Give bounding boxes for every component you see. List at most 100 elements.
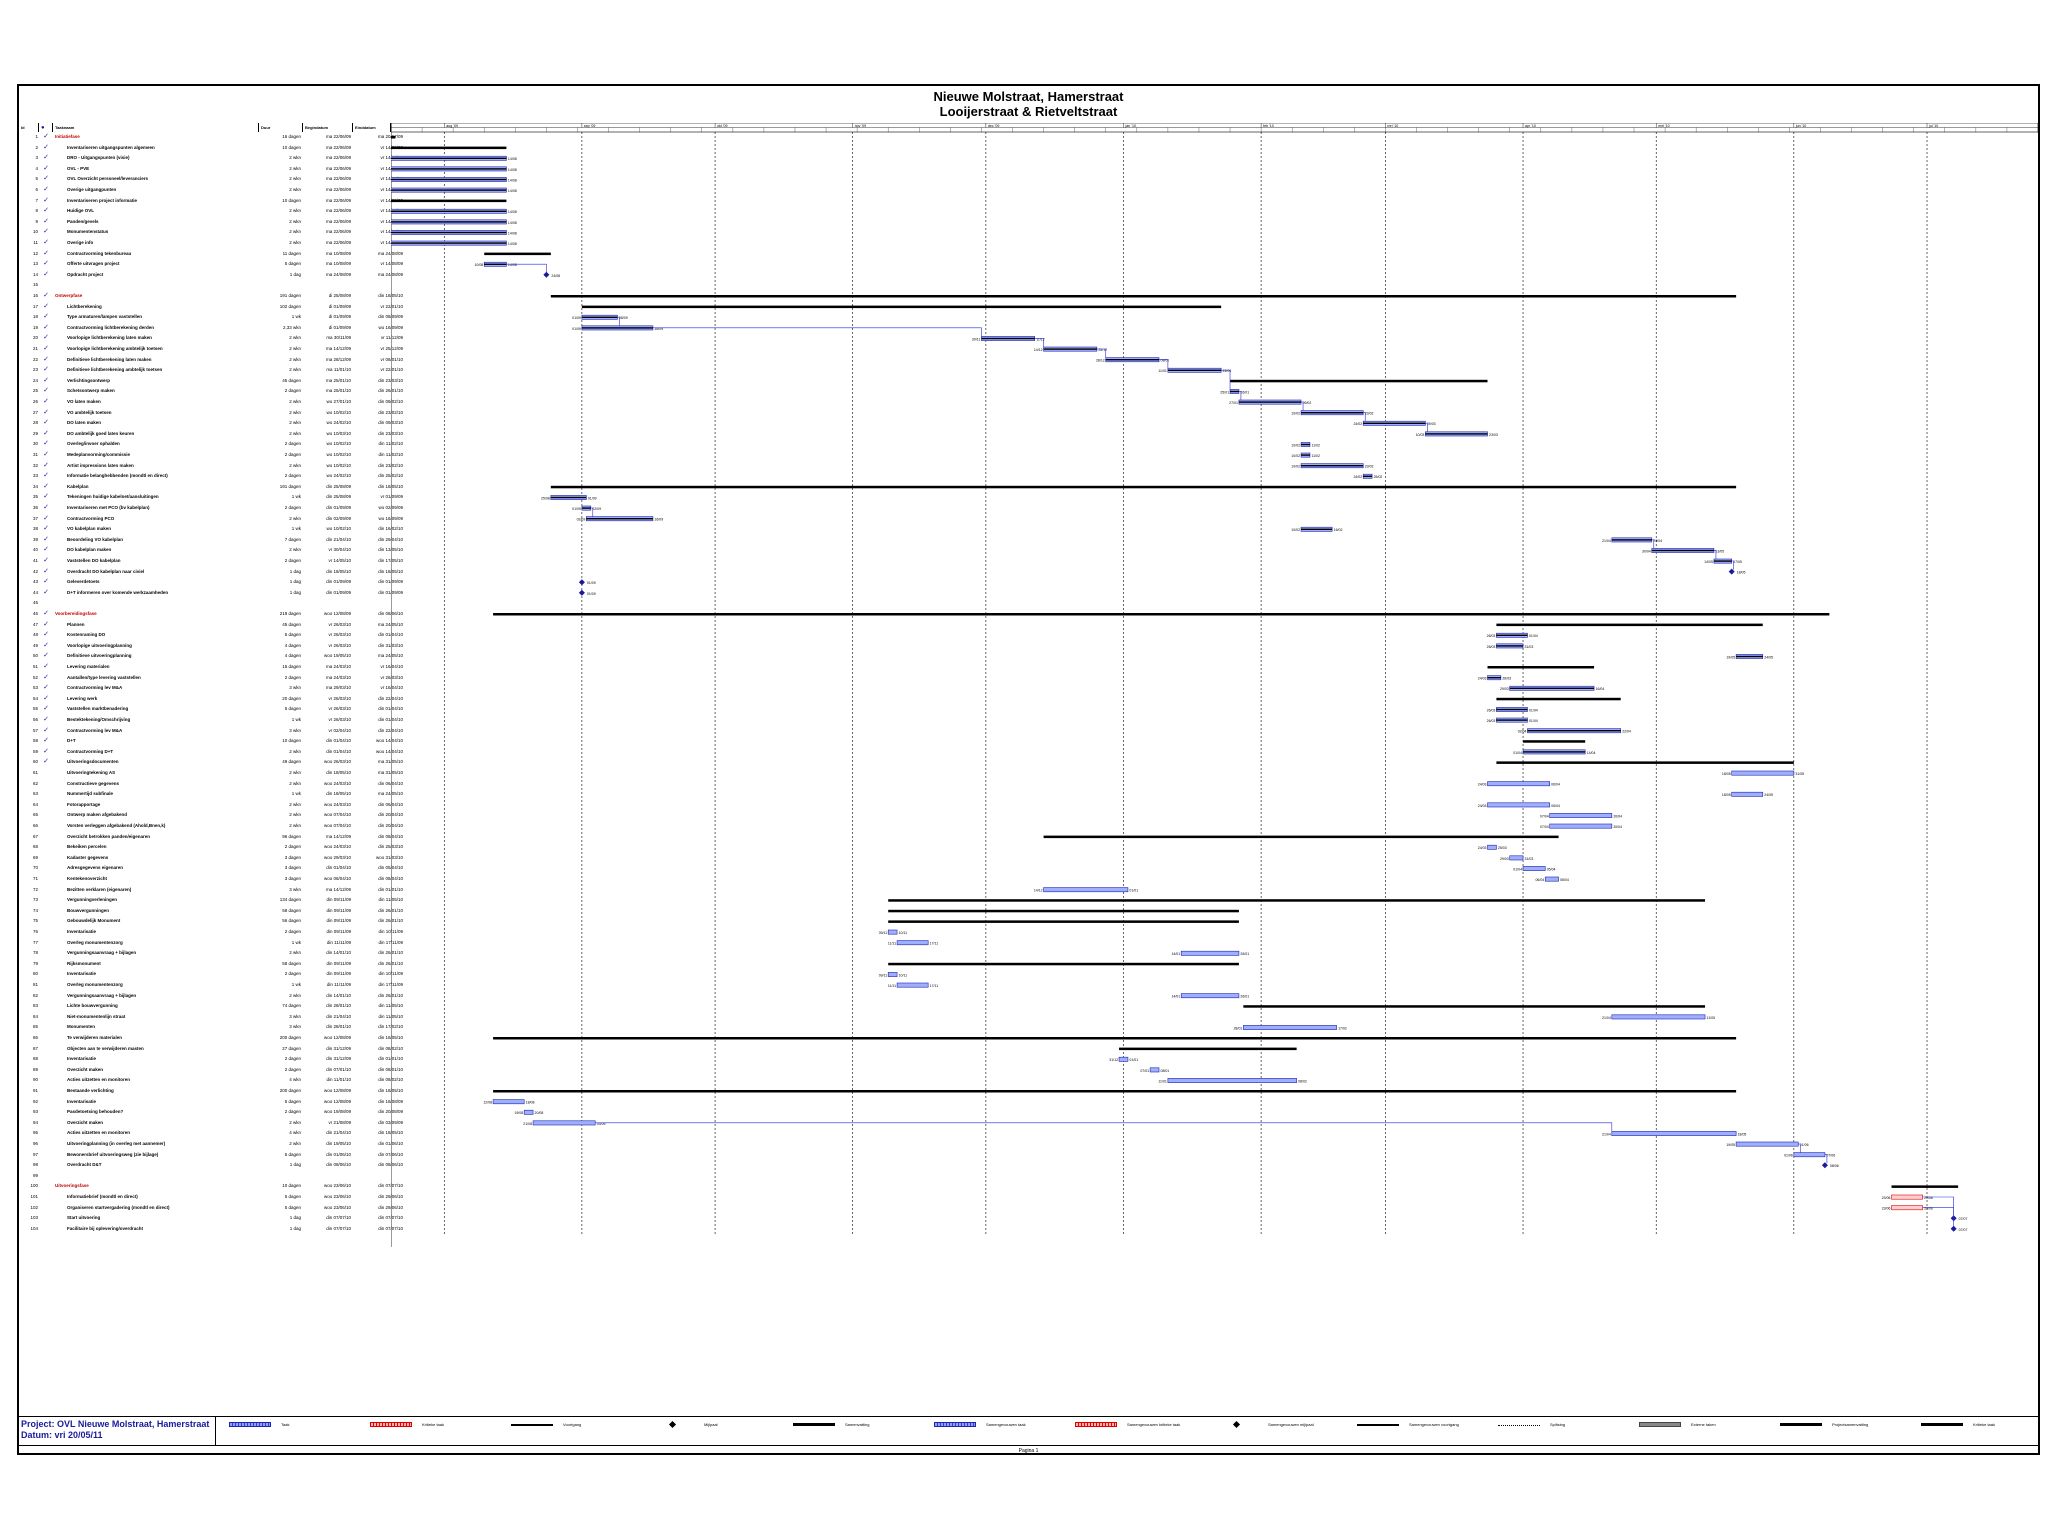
table-row[interactable]: 41 ✓ Vaststellen DO kabelplan 2 dagen vr 14/… <box>19 556 403 567</box>
table-row[interactable]: 92 Inventarisatie 5 dagen woo 12/08/09 din 1… <box>19 1097 403 1108</box>
col-header-id[interactable]: Id <box>19 123 39 132</box>
table-row[interactable]: 104 Facilitaire bij oplevering/overdracht… <box>19 1224 403 1235</box>
table-row[interactable]: 13 ✓ Offerte uitvragen project 5 dagen ma 10… <box>19 259 403 270</box>
table-row[interactable]: 27 ✓ VO ambtelijk toetsen 2 wkn wo 10/02/10 d… <box>19 408 403 419</box>
table-row[interactable]: 50 ✓ Definitieve uitvoeringplanning 4 dagen… <box>19 651 403 662</box>
table-row[interactable]: 23 ✓ Definitieve lichtberekening ambtelijk… <box>19 365 403 376</box>
table-row[interactable]: 45 <box>19 598 391 609</box>
table-row[interactable]: 60 ✓ Uitvoeringsdocumenten 49 dagen woo 26/0… <box>19 757 403 768</box>
table-row[interactable]: 64 Fotorapportage 2 wkn woo 24/03/10 din 06/… <box>19 800 403 811</box>
table-row[interactable]: 53 ✓ Contractvorming lev M&A 3 wkn ma 29/03/… <box>19 683 403 694</box>
table-row[interactable]: 26 ✓ VO laten maken 2 wkn wo 27/01/10 din 09/… <box>19 397 403 408</box>
table-row[interactable]: 79 Rijksmonument 58 dagen din 09/11/09 din 2… <box>19 959 403 970</box>
table-row[interactable]: 61 Uitvoeringtekening AS 2 wkn din 18/05/10… <box>19 768 403 779</box>
table-row[interactable]: 14 ✓ Opdracht project 1 dag ma 24/08/09 ma 24… <box>19 270 403 281</box>
table-row[interactable]: 66 Vorsten verleggen afgebakend (Ahold,Bn… <box>19 821 403 832</box>
table-row[interactable]: 93 Pasdetoetsing behouden? 2 dagen woo 19/0… <box>19 1107 403 1118</box>
table-row[interactable]: 16 ✓ Ontwerpfase 191 dagen di 25/08/09 din 18… <box>19 291 403 302</box>
table-row[interactable]: 74 Bouwvergunningen 58 dagen din 09/11/09 di… <box>19 906 403 917</box>
table-row[interactable]: 17 ✓ Lichtberekening 102 dagen di 01/09/09 vr… <box>19 302 403 313</box>
table-row[interactable]: 72 Bezitten verklaren (eigenaren) 3 wkn ma … <box>19 885 403 896</box>
table-row[interactable]: 81 Overleg monumentenzorg 1 wk din 11/11/09… <box>19 980 403 991</box>
table-row[interactable]: 15 <box>19 280 391 291</box>
table-row[interactable]: 40 ✓ DO kabelplan maken 2 wkn vr 30/04/10 din… <box>19 545 403 556</box>
table-row[interactable]: 58 ✓ D+T 10 dagen din 01/04/10 woo 14/04/10 <box>19 736 403 747</box>
table-row[interactable]: 76 Inventarisatie 2 dagen din 09/11/09 din 1… <box>19 927 403 938</box>
table-row[interactable]: 71 Kentekenoverzicht 3 dagen woo 06/04/10 di… <box>19 874 403 885</box>
table-row[interactable]: 95 Acties uitzetten en monitoren 4 wkn din … <box>19 1128 403 1139</box>
table-row[interactable]: 5 ✓ OVL Overzicht personeel/leveranciers 2 … <box>19 174 403 185</box>
table-row[interactable]: 97 Bewonersbrief uitvoeringsweg (zie bijl… <box>19 1150 403 1161</box>
table-row[interactable]: 34 ✓ Kabelplan 191 dagen din 25/08/09 din 18/… <box>19 482 403 493</box>
table-row[interactable]: 68 Bekeiken percelen 2 dagen woo 24/03/10 di… <box>19 842 403 853</box>
table-row[interactable]: 22 ✓ Definitieve lichtberekening laten mak… <box>19 355 403 366</box>
table-row[interactable]: 48 ✓ Kostenraming DO 5 dagen vr 26/03/10 din … <box>19 630 403 641</box>
table-row[interactable]: 46 ✓ Voorbereidingsfase 219 dagen woo 12/08/… <box>19 609 403 620</box>
table-row[interactable]: 78 Vergunningsaanvraag + bijlagen 2 wkn din… <box>19 948 403 959</box>
table-row[interactable]: 43 ✓ Geleverdetoets 1 dag din 01/09/09 din 01… <box>19 577 403 588</box>
table-row[interactable]: 29 ✓ DO ambtelijk goed laten keuren 2 wkn wo… <box>19 429 403 440</box>
table-row[interactable]: 52 ✓ Aantallen/type levering vaststellen 2 … <box>19 673 403 684</box>
table-row[interactable]: 32 ✓ Artist impressions laten maken 2 wkn wo… <box>19 461 403 472</box>
table-row[interactable]: 49 ✓ Voorlopige uitvoeringplanning 4 dagen v… <box>19 641 403 652</box>
table-row[interactable]: 86 Te verwijderen materialen 200 dagen woo … <box>19 1033 403 1044</box>
table-row[interactable]: 19 ✓ Contractvorming lichtberekening derde… <box>19 323 403 334</box>
table-row[interactable]: 59 ✓ Contractvorming D+T 2 wkn din 01/04/10 w… <box>19 747 403 758</box>
table-row[interactable]: 80 Inventarisatie 2 dagen din 09/11/09 din 1… <box>19 969 403 980</box>
table-row[interactable]: 25 ✓ Schetsontwerp maken 2 dagen ma 25/01/10… <box>19 386 403 397</box>
table-row[interactable]: 75 Gebouwdelijk Monument 56 dagen din 09/11… <box>19 916 403 927</box>
table-row[interactable]: 20 ✓ Voorlopige lichtberekening laten make… <box>19 333 403 344</box>
table-row[interactable]: 47 ✓ Plannen 45 dagen vr 26/03/10 ma 24/05/10 <box>19 620 403 631</box>
table-row[interactable]: 12 ✓ Contractvorming tekenbureau 11 dagen ma… <box>19 249 403 260</box>
table-row[interactable]: 77 Overleg monumentenzorg 1 wk din 11/11/09… <box>19 938 403 949</box>
table-row[interactable]: 89 Overzicht maken 2 dagen din 07/01/10 din … <box>19 1065 403 1076</box>
table-row[interactable]: 57 ✓ Contractvorming lev M&A 3 wkn vr 02/04/… <box>19 726 403 737</box>
col-header-duration[interactable]: Duur <box>259 123 303 132</box>
table-row[interactable]: 98 Overdracht D&T 1 dag din 08/06/10 din 08/… <box>19 1160 403 1171</box>
col-header-indicator[interactable]: ● <box>39 123 53 132</box>
table-row[interactable]: 100 Uitvoeringsfase 10 dagen woo 23/06/10 di… <box>19 1181 403 1192</box>
col-header-finish[interactable]: Einddatum <box>353 123 391 132</box>
table-row[interactable]: 44 ✓ D+T informeren over komende werkzaamh… <box>19 588 403 599</box>
table-row[interactable]: 63 Nummertijd subfinale 1 wk din 18/05/10 ma… <box>19 789 403 800</box>
table-row[interactable]: 33 ✓ Informatie belanghebbenden (mondtl en… <box>19 471 403 482</box>
table-row[interactable]: 73 Vergunningverleningen 134 dagen din 09/1… <box>19 895 403 906</box>
table-row[interactable]: 91 Bestaande verlichting 200 dagen woo 12/0… <box>19 1086 403 1097</box>
table-row[interactable]: 69 Kadaster gegevens 3 dagen woo 29/03/10 wo… <box>19 853 403 864</box>
table-row[interactable]: 37 ✓ Contractvorming PCO 2 wkn din 02/09/09 w… <box>19 514 403 525</box>
table-row[interactable]: 101 Informatiebrief (mondtl en direct) 5 d… <box>19 1192 403 1203</box>
table-row[interactable]: 82 Vergunningsaanvraag + bijlagen 2 wkn din… <box>19 991 403 1002</box>
table-row[interactable]: 39 ✓ Beoordeling VO kabelplan 7 dagen din 21… <box>19 535 403 546</box>
table-row[interactable]: 103 Start uitvoering 1 dag din 07/07/10 din … <box>19 1213 403 1224</box>
table-row[interactable]: 3 ✓ DRO - Uitgangspunten (visie) 2 wkn ma 22… <box>19 153 403 164</box>
table-row[interactable]: 35 ✓ Tekeningen huidige kabelnet/aansluiti… <box>19 492 403 503</box>
table-row[interactable]: 36 ✓ Inventariseren met PCO (bv kabelplan)… <box>19 503 403 514</box>
table-row[interactable]: 70 Adresgegevens eigenaren 3 dagen din 01/0… <box>19 863 403 874</box>
table-row[interactable]: 24 ✓ Verlichtingsontwerp 45 dagen ma 25/01/1… <box>19 376 403 387</box>
table-row[interactable]: 96 Uitvoeringplanning (in overleg met aan… <box>19 1139 403 1150</box>
table-row[interactable]: 30 ✓ Overleg/invoer ophalden 2 dagen wo 10/0… <box>19 439 403 450</box>
table-row[interactable]: 42 ✓ Overdracht DO kabelplan naar civiel 1 … <box>19 567 403 578</box>
table-row[interactable]: 94 Overzicht maken 2 wkn vr 21/08/09 din 03/… <box>19 1118 403 1129</box>
table-row[interactable]: 38 ✓ VO kabelplan maken 1 wk wo 10/02/10 din … <box>19 524 403 535</box>
table-row[interactable]: 84 Niet-monumentenlijn straat 3 wkn din 21/… <box>19 1012 403 1023</box>
table-row[interactable]: 31 ✓ Medeplanvorming/commissie 2 dagen wo 10… <box>19 450 403 461</box>
table-row[interactable]: 2 ✓ Inventariseren uitgangspunten algemeen… <box>19 143 403 154</box>
table-row[interactable]: 67 Overzicht betrokken panden/eigenaren 96… <box>19 832 403 843</box>
table-row[interactable]: 62 Constructieve gegevens 2 wkn woo 24/03/1… <box>19 779 403 790</box>
table-row[interactable]: 28 ✓ DO laten maken 2 wkn wo 24/02/10 din 09/… <box>19 418 403 429</box>
table-row[interactable]: 102 Organiseren startvergadering (mondtl … <box>19 1203 403 1214</box>
table-row[interactable]: 65 Ontwerp maken afgebakend 2 wkn woo 07/04… <box>19 810 403 821</box>
table-row[interactable]: 18 ✓ Type armaturen/lampen vaststellen 1 wk… <box>19 312 403 323</box>
table-row[interactable]: 99 <box>19 1171 391 1182</box>
table-row[interactable]: 55 ✓ Vaststellen marktbenadering 5 dagen vr … <box>19 704 403 715</box>
table-row[interactable]: 7 ✓ Inventariseren project informatie 10 da… <box>19 196 403 207</box>
table-row[interactable]: 54 ✓ Levering werk 20 dagen vr 26/03/10 din 2… <box>19 694 403 705</box>
col-header-name[interactable]: Taaknaam <box>53 123 259 132</box>
table-row[interactable]: 56 ✓ Bestektekening/Omschrijving 1 wk vr 26/… <box>19 715 403 726</box>
table-row[interactable]: 90 Acties uitzetten en monitoren 4 wkn din … <box>19 1075 403 1086</box>
